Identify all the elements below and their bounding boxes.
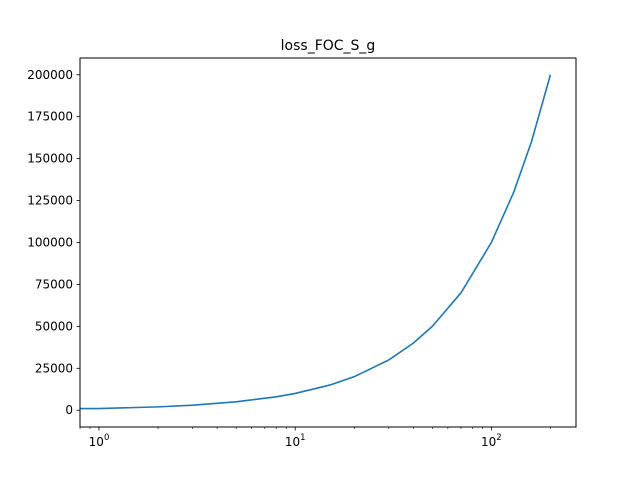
- chart-marks: 100 101 102 0 25000 50000 75000 100000 125000 150…: [27, 68, 552, 449]
- y-tick-label-7: 175000: [27, 110, 73, 124]
- chart-title: loss_FOC_S_g: [281, 38, 376, 54]
- x-tick-label-0: 100: [89, 433, 110, 449]
- y-tick-label-1: 25000: [35, 361, 73, 375]
- x-tick-label-2: 102: [481, 433, 502, 449]
- y-tick-label-8: 200000: [27, 68, 73, 82]
- y-tick-label-5: 125000: [27, 194, 73, 208]
- x-tick-label-1: 101: [285, 433, 306, 449]
- y-tick-label-3: 75000: [35, 277, 73, 291]
- plot-frame: [79, 57, 577, 428]
- y-tick-label-4: 100000: [27, 236, 73, 250]
- y-tick-label-0: 0: [65, 403, 73, 417]
- y-tick-label-6: 150000: [27, 152, 73, 166]
- y-tick-label-2: 50000: [35, 319, 73, 333]
- plot-background: [80, 58, 576, 427]
- series-line-0: [80, 74, 552, 410]
